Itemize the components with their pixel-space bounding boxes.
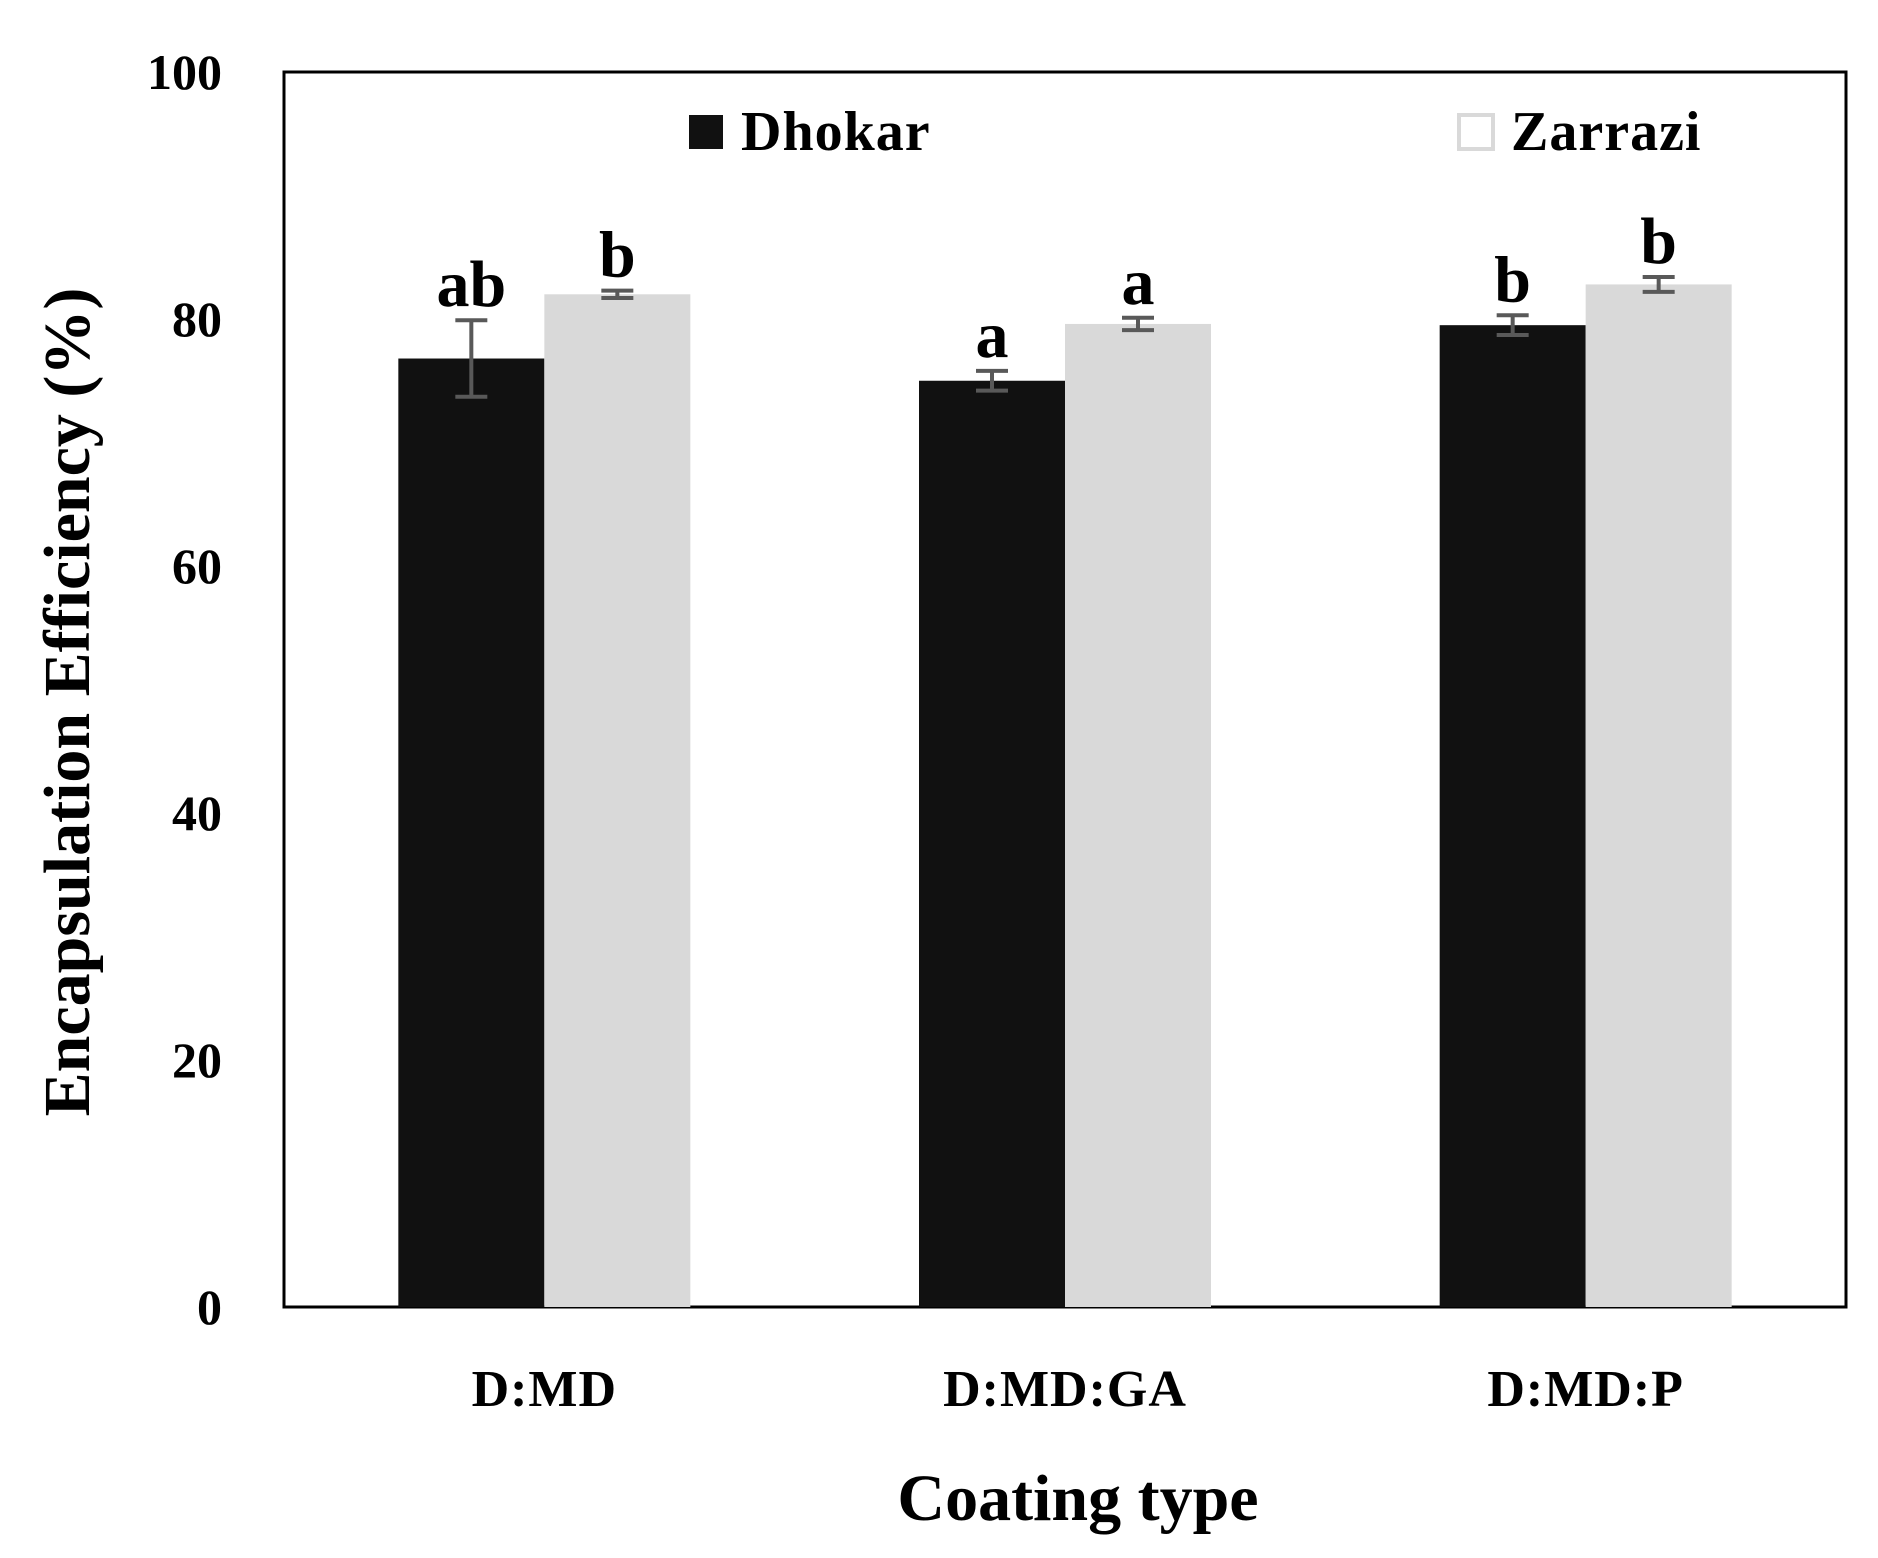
error-bar-dhokar-d-md [455, 318, 488, 399]
x-tick-label-d-md: D:MD [472, 1361, 618, 1418]
error-bar-zarrazi-d-md [601, 288, 634, 301]
bar-zarrazi-d-md-p [1585, 284, 1732, 1307]
legend-item-zarrazi: Zarrazi [1457, 101, 1701, 163]
bars-layer [398, 284, 1732, 1307]
legend-swatch-zarrazi [1457, 113, 1495, 151]
error-bars-layer [455, 275, 1675, 399]
y-axis-title: Encapsulation Efficiency (%) [31, 288, 104, 1117]
y-tick-label-80: 80 [172, 291, 222, 347]
significance-label-zarrazi-d-md: b [599, 219, 636, 292]
bar-zarrazi-d-md-ga [1065, 323, 1211, 1307]
x-axis-title: Coating type [897, 1462, 1258, 1535]
legend-swatch-dhokar [689, 115, 723, 149]
significance-label-dhokar-d-md-p: b [1494, 243, 1531, 316]
y-axis-ticks: 0 20 40 60 80 100 [147, 44, 222, 1335]
x-axis-tick-labels: D:MD D:MD:GA D:MD:P [472, 1361, 1684, 1418]
error-bar-zarrazi-d-md-ga [1122, 315, 1154, 333]
y-tick-label-100: 100 [147, 44, 222, 100]
bar-dhokar-d-md-p [1439, 325, 1586, 1307]
significance-label-dhokar-d-md-ga: a [976, 299, 1009, 372]
error-bar-dhokar-d-md-ga [976, 368, 1008, 393]
legend-label-dhokar: Dhokar [741, 101, 931, 163]
bar-dhokar-d-md [398, 358, 545, 1307]
significance-label-dhokar-d-md: ab [436, 248, 506, 321]
error-bar-dhokar-d-md-p [1496, 313, 1529, 338]
x-tick-label-d-md-p: D:MD:P [1487, 1361, 1684, 1418]
y-tick-label-0: 0 [197, 1279, 222, 1335]
significance-label-zarrazi-d-md-ga: a [1122, 246, 1155, 319]
error-bar-zarrazi-d-md-p [1642, 275, 1675, 294]
legend: Dhokar Zarrazi [689, 101, 1701, 163]
legend-label-zarrazi: Zarrazi [1511, 101, 1701, 163]
y-tick-label-40: 40 [172, 785, 222, 841]
x-tick-label-d-md-ga: D:MD:GA [943, 1361, 1187, 1418]
y-tick-label-20: 20 [172, 1032, 222, 1088]
legend-item-dhokar: Dhokar [689, 101, 931, 163]
significance-labels: ab baa bb [436, 205, 1677, 372]
bar-dhokar-d-md-ga [919, 380, 1065, 1307]
significance-label-zarrazi-d-md-p: b [1640, 205, 1677, 278]
bar-zarrazi-d-md [544, 294, 691, 1307]
y-tick-label-60: 60 [172, 538, 222, 594]
